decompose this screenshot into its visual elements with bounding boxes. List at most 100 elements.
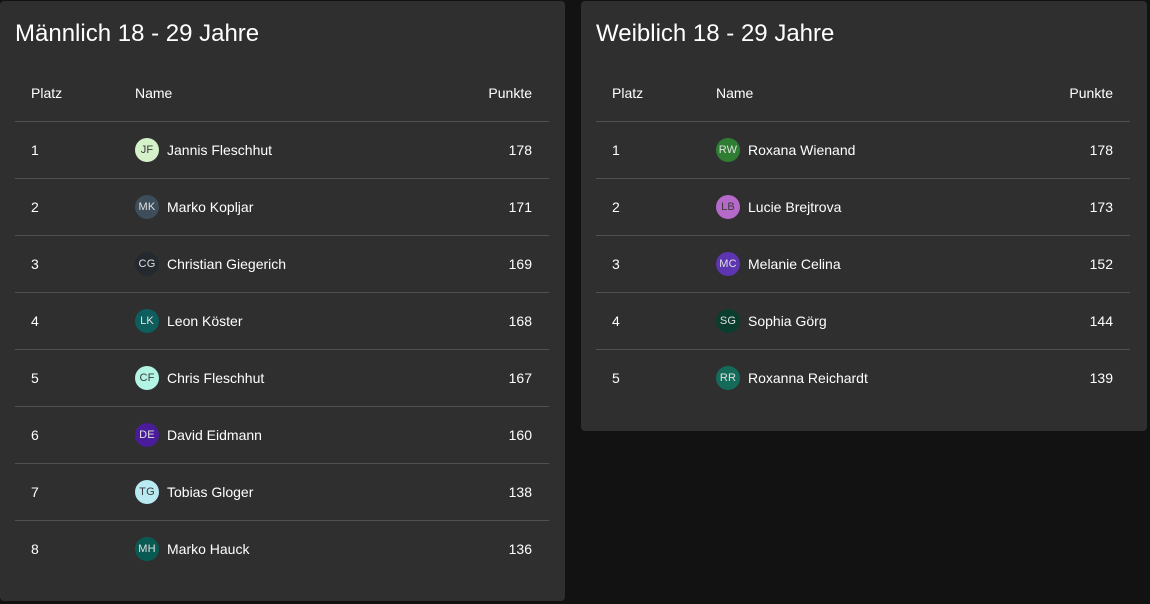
column-header-name[interactable]: Name	[716, 65, 973, 122]
athlete-name: Lucie Brejtrova	[748, 199, 842, 215]
athlete-name: Melanie Celina	[748, 256, 841, 272]
avatar: TG	[135, 480, 159, 504]
ranking-table-body: 1 RW Roxana Wienand 178 2 LB Lucie Brejtrova 17…	[596, 121, 1130, 407]
athlete: MC Melanie Celina	[716, 252, 973, 276]
table-row[interactable]: 7 TG Tobias Gloger 138	[15, 463, 549, 521]
avatar: LB	[716, 195, 740, 219]
points-cell: 136	[508, 541, 532, 557]
avatar: RR	[716, 366, 740, 390]
name-cell: MK Marko Kopljar	[135, 178, 392, 236]
athlete-name: Roxana Wienand	[748, 142, 856, 158]
avatar: MH	[135, 537, 159, 561]
athlete: CF Chris Fleschhut	[135, 366, 392, 390]
athlete-name: Tobias Gloger	[167, 484, 254, 500]
name-cell: CF Chris Fleschhut	[135, 349, 392, 407]
table-row[interactable]: 2 MK Marko Kopljar 171	[15, 178, 549, 236]
athlete: CG Christian Giegerich	[135, 252, 392, 276]
name-cell: MC Melanie Celina	[716, 235, 973, 293]
column-header-platz[interactable]: Platz	[596, 65, 716, 122]
panel-title: Männlich 18 - 29 Jahre	[15, 20, 260, 47]
rank-cell: 4	[15, 292, 135, 350]
column-header-punkte[interactable]: Punkte	[973, 65, 1130, 122]
name-cell: CG Christian Giegerich	[135, 235, 392, 293]
table-row[interactable]: 1 RW Roxana Wienand 178	[596, 121, 1130, 179]
athlete-name: Christian Giegerich	[167, 256, 287, 272]
name-cell: LK Leon Köster	[135, 292, 392, 350]
table-row[interactable]: 4 LK Leon Köster 168	[15, 292, 549, 350]
rank-cell: 5	[612, 370, 620, 386]
table-row[interactable]: 3 CG Christian Giegerich 169	[15, 235, 549, 293]
points-cell: 178	[973, 121, 1130, 179]
avatar: MK	[135, 195, 159, 219]
athlete-name: Marko Hauck	[167, 541, 250, 557]
points-cell: 139	[1089, 370, 1113, 386]
athlete: LB Lucie Brejtrova	[716, 195, 973, 219]
table-row[interactable]: 5 RR Roxanna Reichardt 139	[596, 350, 1130, 407]
athlete: JF Jannis Fleschhut	[135, 138, 392, 162]
rank-cell: 3	[596, 235, 716, 293]
name-cell: TG Tobias Gloger	[135, 463, 392, 521]
table-row[interactable]: 4 SG Sophia Görg 144	[596, 292, 1130, 350]
rank-cell: 2	[15, 178, 135, 236]
ranking-table: Platz Name Punkte 1 RW Roxana Wienand 178 2 L…	[596, 65, 1130, 406]
avatar: MC	[716, 252, 740, 276]
table-row[interactable]: 3 MC Melanie Celina 152	[596, 235, 1130, 293]
athlete: RW Roxana Wienand	[716, 138, 973, 162]
name-cell: MH Marko Hauck	[135, 521, 392, 578]
table-row[interactable]: 1 JF Jannis Fleschhut 178	[15, 121, 549, 179]
name-cell: DE David Eidmann	[135, 406, 392, 464]
athlete: LK Leon Köster	[135, 309, 392, 333]
athlete: RR Roxanna Reichardt	[716, 366, 973, 390]
name-cell: RR Roxanna Reichardt	[716, 350, 973, 407]
avatar: RW	[716, 138, 740, 162]
athlete-name: Leon Köster	[167, 313, 243, 329]
table-header-row: Platz Name Punkte	[15, 65, 549, 122]
table-row[interactable]: 8 MH Marko Hauck 136	[15, 521, 549, 578]
avatar: JF	[135, 138, 159, 162]
athlete-name: Roxanna Reichardt	[748, 370, 868, 386]
avatar: DE	[135, 423, 159, 447]
rank-cell: 7	[15, 463, 135, 521]
points-cell: 152	[973, 235, 1130, 293]
name-cell: LB Lucie Brejtrova	[716, 178, 973, 236]
ranking-panel-weiblich: Weiblich 18 - 29 Jahre Platz Name Punkte…	[581, 1, 1147, 431]
athlete-name: Jannis Fleschhut	[167, 142, 273, 158]
athlete: TG Tobias Gloger	[135, 480, 392, 504]
points-cell: 171	[392, 178, 549, 236]
column-header-name[interactable]: Name	[135, 65, 392, 122]
table-header-row: Platz Name Punkte	[596, 65, 1130, 122]
table-row[interactable]: 2 LB Lucie Brejtrova 173	[596, 178, 1130, 236]
ranking-panel-maennlich: Männlich 18 - 29 Jahre Platz Name Punkte…	[0, 1, 565, 601]
athlete-name: David Eidmann	[167, 427, 262, 443]
column-header-platz[interactable]: Platz	[15, 65, 135, 122]
athlete: MK Marko Kopljar	[135, 195, 392, 219]
points-cell: 169	[392, 235, 549, 293]
points-cell: 167	[392, 349, 549, 407]
table-row[interactable]: 6 DE David Eidmann 160	[15, 406, 549, 464]
rank-cell: 2	[596, 178, 716, 236]
athlete-name: Sophia Görg	[748, 313, 827, 329]
points-cell: 144	[973, 292, 1130, 350]
athlete-name: Chris Fleschhut	[167, 370, 265, 386]
points-cell: 160	[392, 406, 549, 464]
table-row[interactable]: 5 CF Chris Fleschhut 167	[15, 349, 549, 407]
rank-cell: 6	[15, 406, 135, 464]
avatar: LK	[135, 309, 159, 333]
rank-cell: 4	[596, 292, 716, 350]
name-cell: SG Sophia Görg	[716, 292, 973, 350]
name-cell: JF Jannis Fleschhut	[135, 121, 392, 179]
rank-cell: 1	[596, 121, 716, 179]
athlete: MH Marko Hauck	[135, 537, 392, 561]
points-cell: 138	[392, 463, 549, 521]
points-cell: 168	[392, 292, 549, 350]
points-cell: 173	[973, 178, 1130, 236]
athlete: DE David Eidmann	[135, 423, 392, 447]
athlete-name: Marko Kopljar	[167, 199, 254, 215]
ranking-table: Platz Name Punkte 1 JF Jannis Fleschhut 178…	[15, 65, 549, 577]
rank-cell: 5	[15, 349, 135, 407]
avatar: SG	[716, 309, 740, 333]
panel-title: Weiblich 18 - 29 Jahre	[596, 20, 835, 47]
rank-cell: 3	[15, 235, 135, 293]
rank-cell: 1	[15, 121, 135, 179]
column-header-punkte[interactable]: Punkte	[392, 65, 549, 122]
